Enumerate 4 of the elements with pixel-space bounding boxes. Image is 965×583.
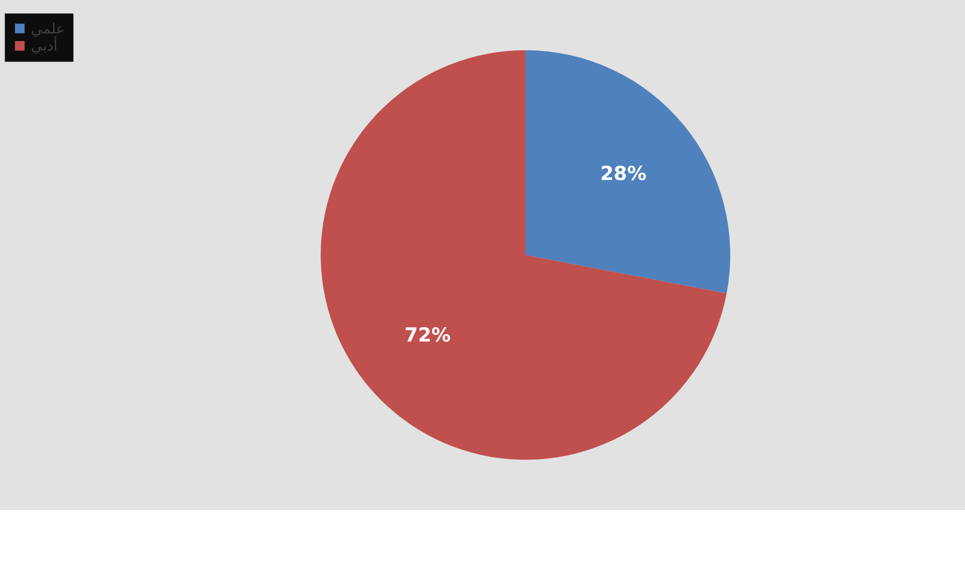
pie-slice [525,50,730,294]
pie-slice [320,50,727,460]
data-label: 72% [404,324,451,347]
data-label: 28% [600,162,646,185]
